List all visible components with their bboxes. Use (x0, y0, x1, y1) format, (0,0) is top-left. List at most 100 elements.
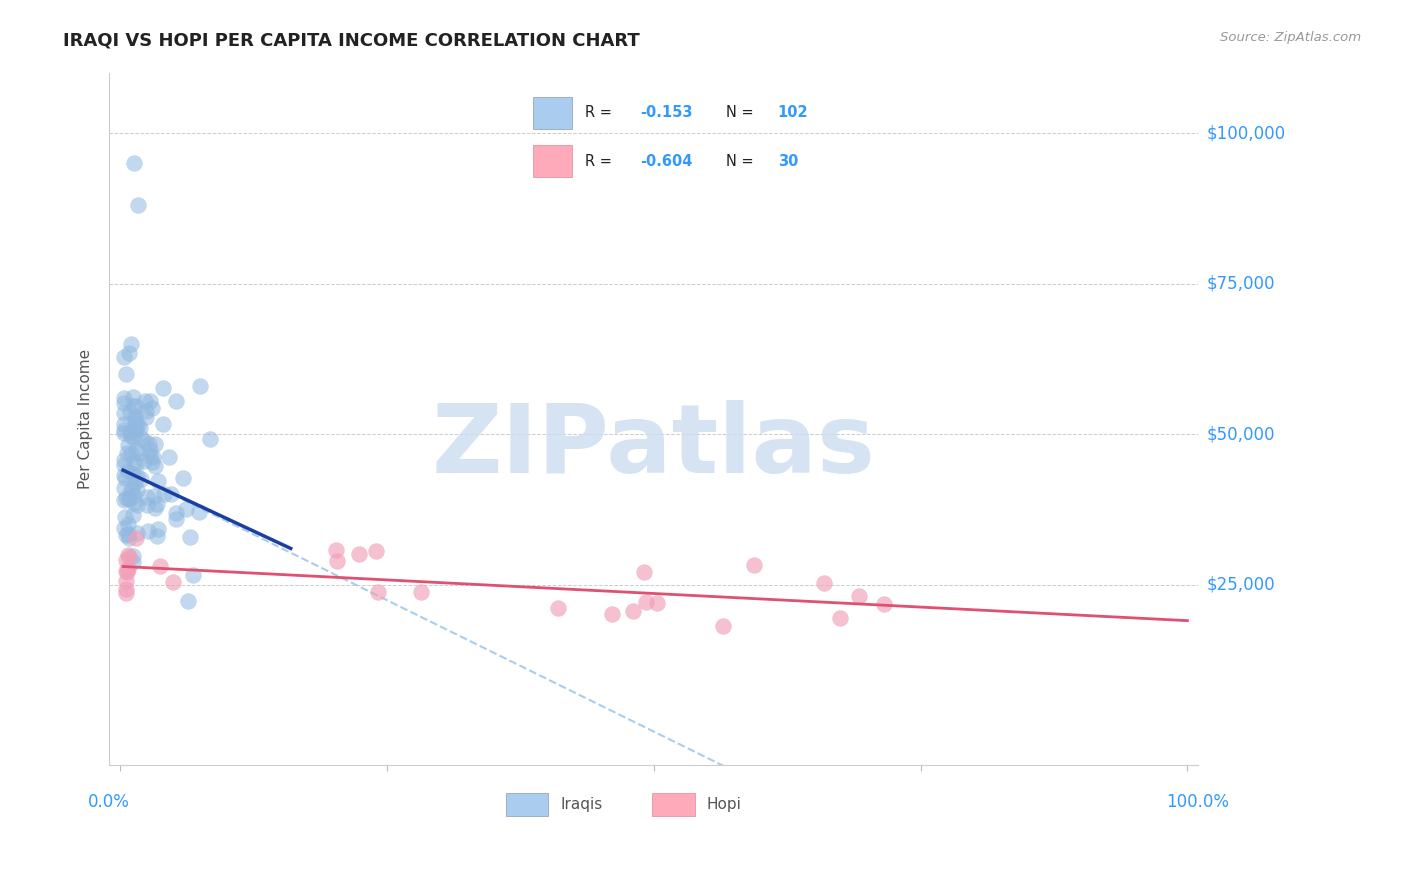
Point (112, 406, 135, 420)
Point (124, 410, 146, 425)
Point (120, 483, 142, 498)
Point (125, 442, 148, 457)
Point (114, 471, 136, 485)
Point (125, 423, 148, 437)
Point (117, 548, 139, 562)
Point (117, 438, 139, 452)
Point (115, 566, 138, 580)
Point (187, 505, 209, 519)
Point (118, 550, 141, 565)
Point (198, 432, 221, 446)
Point (366, 543, 388, 558)
Point (367, 585, 389, 599)
Point (848, 589, 870, 603)
Text: $50,000: $50,000 (1206, 425, 1275, 443)
Point (135, 490, 157, 504)
Point (325, 543, 347, 558)
Point (127, 483, 149, 497)
Point (138, 437, 160, 451)
Text: $75,000: $75,000 (1206, 275, 1275, 293)
Point (141, 454, 163, 468)
Point (122, 549, 145, 564)
Point (711, 618, 734, 632)
Point (145, 501, 167, 516)
Point (135, 404, 157, 418)
Point (112, 481, 135, 495)
Point (547, 601, 569, 615)
Point (112, 350, 135, 364)
Point (120, 336, 142, 351)
Point (115, 553, 138, 567)
Point (117, 446, 139, 460)
Point (122, 156, 145, 170)
Point (117, 464, 139, 478)
Point (115, 585, 138, 599)
Point (121, 390, 143, 404)
Point (143, 489, 166, 503)
Point (165, 506, 187, 520)
Point (117, 527, 139, 541)
Point (149, 558, 172, 573)
Point (120, 428, 142, 442)
Point (124, 421, 146, 435)
Point (165, 393, 187, 408)
Point (830, 611, 852, 625)
Point (152, 381, 174, 395)
Text: $25,000: $25,000 (1206, 575, 1275, 593)
Point (121, 556, 143, 570)
Point (177, 594, 200, 608)
Text: Source: ZipAtlas.com: Source: ZipAtlas.com (1220, 31, 1361, 45)
Point (141, 450, 163, 465)
Point (124, 399, 146, 413)
Point (160, 487, 183, 501)
Point (115, 574, 138, 588)
Point (125, 531, 148, 545)
Point (112, 391, 135, 405)
Y-axis label: Per Capita Income: Per Capita Income (79, 349, 93, 489)
Point (118, 425, 141, 440)
Point (146, 475, 169, 489)
Point (128, 446, 150, 460)
Point (112, 458, 135, 472)
Point (127, 469, 149, 483)
Point (146, 497, 169, 511)
Point (112, 493, 135, 508)
Point (143, 437, 166, 451)
Point (138, 443, 160, 458)
Point (127, 526, 149, 541)
Point (172, 471, 194, 485)
Point (174, 501, 197, 516)
Point (124, 414, 146, 428)
Point (118, 346, 141, 360)
Point (112, 453, 135, 467)
Point (742, 558, 765, 573)
Point (125, 457, 148, 471)
Point (134, 434, 156, 448)
Point (409, 584, 432, 599)
Point (181, 568, 204, 582)
Point (114, 491, 136, 505)
Text: ZIPatlas: ZIPatlas (432, 401, 876, 493)
Point (115, 564, 138, 578)
Point (188, 379, 211, 393)
Point (633, 565, 655, 579)
Point (135, 498, 157, 512)
Point (146, 522, 169, 536)
Point (141, 401, 163, 415)
Point (127, 198, 149, 212)
Point (112, 521, 135, 535)
Point (122, 489, 145, 503)
Point (120, 447, 142, 461)
Point (124, 475, 146, 490)
Point (120, 405, 142, 419)
Point (139, 394, 162, 409)
Point (873, 597, 896, 611)
Point (118, 492, 141, 507)
Point (135, 409, 157, 424)
Point (115, 527, 138, 541)
Point (115, 367, 138, 381)
Point (124, 495, 146, 509)
Point (112, 426, 135, 441)
Point (117, 562, 139, 576)
Point (136, 524, 159, 538)
